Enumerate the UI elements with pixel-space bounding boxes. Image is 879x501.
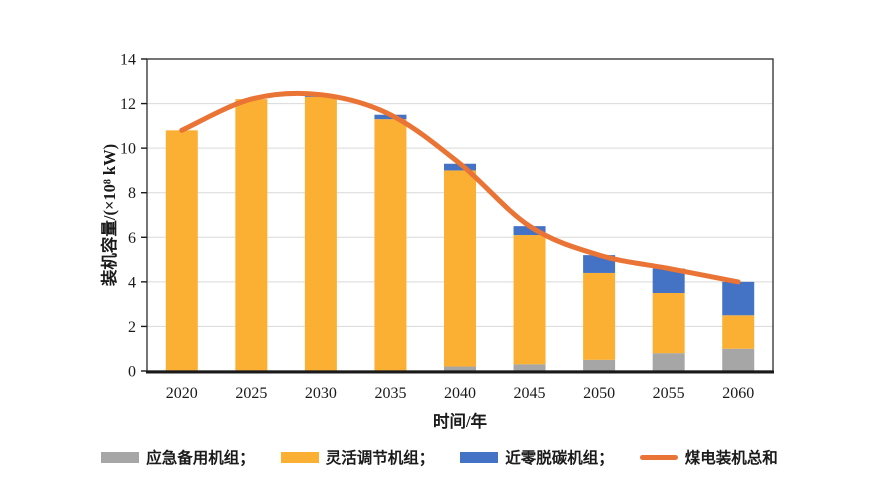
bar-segment-2020-s1: [165, 130, 198, 371]
coal-power-total-line: [179, 90, 741, 285]
bar-segment-2060-s1: [722, 315, 755, 349]
chart-legend: 应急备用机组； 灵活调节机组； 近零脱碳机组； 煤电装机总和: [0, 446, 879, 468]
bars-group: [165, 94, 755, 372]
y-axis-title: 装机容量/(×10⁸ kW): [99, 144, 119, 286]
legend-label-flexible-regulation: 灵活调节机组；: [325, 450, 435, 467]
legend-label-emergency-backup: 应急备用机组；: [146, 450, 255, 467]
y-tick-label-4: 4: [128, 274, 136, 291]
x-tick-label-2020: 2020: [166, 385, 198, 402]
bar-segment-2060-s0: [722, 348, 755, 371]
y-axis-ticks: 0 2 4 6 8 10 12 14: [120, 52, 147, 381]
x-tick-label-2035: 2035: [374, 385, 406, 402]
y-tick-label-8: 8: [128, 185, 136, 202]
legend-label-near-zero-carbon: 近零脱碳机组；: [505, 450, 614, 467]
bar-segment-2045-s1: [513, 235, 546, 365]
bar-segment-2060-s2: [722, 281, 755, 316]
y-tick-label-0: 0: [128, 364, 136, 381]
bar-segment-2040-s1: [444, 170, 476, 367]
bar-segment-2030-s1: [304, 96, 337, 371]
legend-swatch-emergency-backup: [101, 451, 140, 463]
y-tick-label-12: 12: [120, 96, 136, 113]
bar-segment-2045-s0: [513, 364, 546, 371]
x-tick-label-2040: 2040: [444, 385, 476, 402]
legend-item-coal-power-total: 煤电装机总和: [639, 446, 778, 468]
x-tick-label-2060: 2060: [722, 385, 754, 402]
x-axis-labels: 2020 2025 2030 2035 2040 2045 2050 2055 2060: [166, 385, 754, 402]
legend-swatch-flexible-regulation: [280, 451, 319, 463]
legend-item-near-zero-carbon-units: 近零脱碳机组；: [460, 446, 614, 468]
y-tick-label-14: 14: [120, 52, 136, 69]
bar-segment-2055-s0: [652, 353, 685, 371]
x-tick-label-2030: 2030: [305, 385, 337, 402]
bar-segment-2025-s1: [235, 99, 268, 371]
bar-segment-2055-s1: [652, 293, 685, 354]
bar-segment-2050-s1: [583, 272, 616, 360]
x-tick-label-2050: 2050: [583, 385, 615, 402]
legend-label-coal-power-total: 煤电装机总和: [684, 450, 778, 467]
y-tick-label-2: 2: [128, 319, 136, 336]
bar-segment-2035-s1: [374, 119, 407, 372]
x-tick-label-2045: 2045: [514, 385, 546, 402]
y-tick-label-6: 6: [128, 230, 136, 247]
legend-item-emergency-backup-units: 应急备用机组；: [101, 446, 255, 468]
legend-swatch-near-zero-carbon: [460, 451, 499, 463]
bar-segment-2040-s0: [444, 366, 476, 371]
legend-item-flexible-regulation-units: 灵活调节机组；: [280, 446, 435, 468]
x-tick-label-2055: 2055: [653, 385, 685, 402]
y-tick-label-10: 10: [120, 141, 136, 158]
x-axis-title: 时间/年: [433, 411, 488, 431]
bar-segment-2050-s0: [583, 359, 616, 371]
bar-segment-2040-s2: [444, 163, 476, 171]
legend-swatch-coal-power-total-line: [639, 454, 678, 460]
bar-segment-2045-s2: [513, 226, 546, 236]
x-tick-label-2025: 2025: [235, 385, 267, 402]
